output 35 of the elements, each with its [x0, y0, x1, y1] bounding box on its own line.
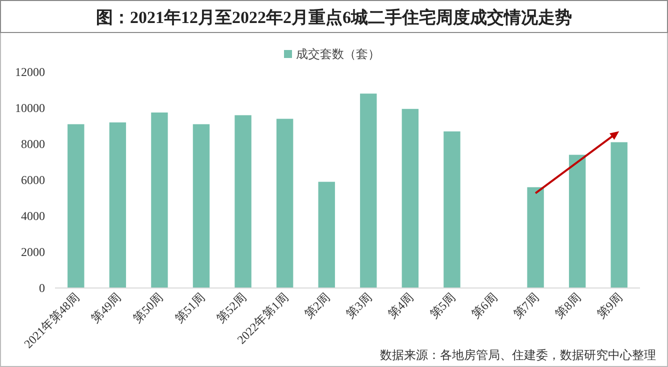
x-tick-label: 第4周 [385, 290, 416, 322]
y-tick-label: 6000 [21, 173, 45, 187]
bar [402, 108, 419, 288]
bar [568, 154, 586, 288]
x-tick-label: 第8周 [552, 290, 584, 322]
x-tick-label: 第49周 [88, 290, 124, 326]
y-tick-label: 0 [39, 281, 45, 295]
x-tick-label: 第51周 [172, 290, 208, 326]
bar [610, 142, 628, 288]
x-tick-label: 第5周 [426, 290, 458, 322]
bar [527, 187, 544, 288]
x-tick-label: 第6周 [468, 290, 500, 322]
x-tick-label: 第9周 [594, 290, 626, 322]
y-tick-label: 12000 [15, 65, 45, 79]
y-tick-label: 8000 [21, 137, 45, 151]
bar [234, 115, 252, 288]
x-tick-label: 第3周 [343, 290, 375, 322]
bar [444, 131, 460, 288]
x-tick-label: 第52周 [214, 290, 250, 326]
x-tick-label: 第50周 [130, 290, 166, 326]
chart-title: 图：2021年12月至2022年2月重点6城二手住宅周度成交情况走势 [96, 8, 572, 27]
x-tick-label: 第7周 [510, 290, 542, 322]
bar [360, 94, 377, 288]
bar [109, 122, 126, 288]
y-tick-label: 10000 [15, 101, 45, 115]
y-tick-label: 2000 [21, 245, 45, 259]
legend-label: 成交套数（套） [296, 47, 380, 61]
source-note: 数据来源：各地房管局、住建委，数据研究中心整理 [380, 348, 656, 362]
y-tick-label: 4000 [21, 209, 45, 223]
bar [192, 124, 210, 288]
bar [318, 182, 335, 288]
bar [68, 124, 84, 288]
x-tick-label: 第2周 [302, 290, 333, 322]
bar [276, 118, 294, 288]
bar [151, 112, 168, 288]
